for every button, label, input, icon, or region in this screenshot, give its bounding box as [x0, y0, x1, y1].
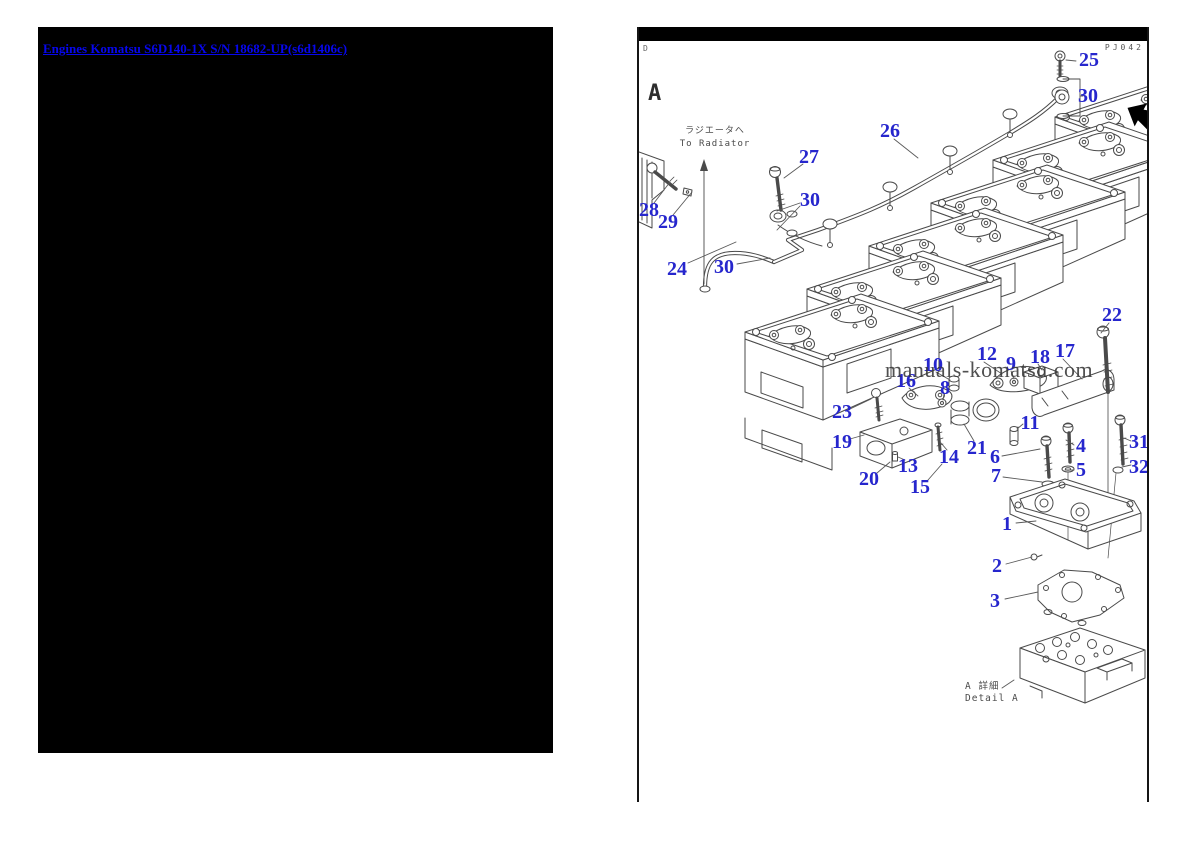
- detail-a-jp: A 詳細: [965, 681, 1000, 692]
- callout-22[interactable]: 22: [1102, 304, 1122, 326]
- callout-9[interactable]: 9: [1006, 353, 1016, 375]
- callout-30[interactable]: 30: [800, 189, 820, 211]
- left-black-panel: Engines Komatsu S6D140-1X S/N 18682-UP(s…: [38, 27, 553, 753]
- sheet-top-black-bar: [639, 27, 1147, 41]
- gasket-3: [1037, 569, 1125, 626]
- rocker-cluster: [859, 365, 1115, 469]
- callout-13[interactable]: 13: [898, 455, 918, 477]
- to-radiator-jp: ラジエータへ: [685, 126, 745, 136]
- view-label-a: A: [648, 81, 662, 106]
- callout-30[interactable]: 30: [1078, 85, 1098, 107]
- callout-8[interactable]: 8: [940, 377, 950, 399]
- callout-24[interactable]: 24: [667, 258, 687, 280]
- bolt-4-washer-5: [1061, 422, 1075, 541]
- callout-27[interactable]: 27: [799, 146, 819, 168]
- callout-1[interactable]: 1: [1002, 513, 1012, 535]
- callout-10[interactable]: 10: [923, 354, 943, 376]
- bolt-27-washers-30: [769, 166, 798, 237]
- callout-25[interactable]: 25: [1079, 49, 1099, 71]
- callout-layer: 25 30 26 27 28 29 30 24 30 22 17 18 12 9 10 16 8 23 19 11 31…: [639, 27, 1147, 802]
- corner-arrow: [1127, 103, 1147, 130]
- detail-a-label: A 詳細 Detail A: [965, 681, 1019, 705]
- callout-30[interactable]: 30: [714, 256, 734, 278]
- callout-7[interactable]: 7: [991, 465, 1001, 487]
- nut-29: [682, 187, 693, 197]
- callout-14[interactable]: 14: [939, 446, 959, 468]
- callout-2[interactable]: 2: [992, 555, 1002, 577]
- parts-diagram: [639, 50, 1149, 704]
- callout-18[interactable]: 18: [1030, 346, 1050, 368]
- callout-29[interactable]: 29: [658, 211, 678, 233]
- callout-5[interactable]: 5: [1076, 459, 1086, 481]
- engine-head-assembly: [744, 79, 1149, 471]
- manual-title-link[interactable]: Engines Komatsu S6D140-1X S/N 18682-UP(s…: [43, 41, 348, 56]
- sheet-corner-mark: D: [643, 44, 648, 53]
- callout-32[interactable]: 32: [1129, 456, 1149, 478]
- to-radiator-en: To Radiator: [679, 139, 751, 149]
- callout-11[interactable]: 11: [1020, 412, 1040, 434]
- to-radiator-label: ラジエータへ To Radiator: [669, 125, 761, 151]
- callout-6[interactable]: 6: [990, 446, 1000, 468]
- callout-20[interactable]: 20: [859, 468, 879, 490]
- callout-31[interactable]: 31: [1129, 431, 1149, 453]
- callout-23[interactable]: 23: [832, 401, 852, 423]
- callout-19[interactable]: 19: [832, 431, 852, 453]
- callout-17[interactable]: 17: [1055, 340, 1075, 362]
- sheet-code: PJ042: [1104, 43, 1144, 52]
- cylinder-head-detail-a: [1019, 627, 1146, 704]
- bolt-28: [646, 162, 678, 191]
- callout-26[interactable]: 26: [880, 120, 900, 142]
- callout-15[interactable]: 15: [910, 476, 930, 498]
- callout-28[interactable]: 28: [639, 199, 659, 221]
- eyebolt-25-washers-30: [1054, 50, 1081, 119]
- callout-16[interactable]: 16: [896, 370, 916, 392]
- leader-lines: [653, 59, 1132, 689]
- callout-4[interactable]: 4: [1076, 435, 1086, 457]
- rocker-housing-1: [1009, 478, 1142, 550]
- callout-12[interactable]: 12: [977, 343, 997, 365]
- watermark-text: manuals-komatsu.com: [885, 357, 1094, 382]
- callout-21[interactable]: 21: [967, 437, 987, 459]
- detail-a-en: Detail A: [965, 693, 1019, 704]
- parts-diagram-sheet: D PJ042 A ラジエータへ To Radiator manuals-kom…: [637, 27, 1149, 802]
- radiator-arrow: [700, 159, 708, 285]
- callout-3[interactable]: 3: [990, 590, 1000, 612]
